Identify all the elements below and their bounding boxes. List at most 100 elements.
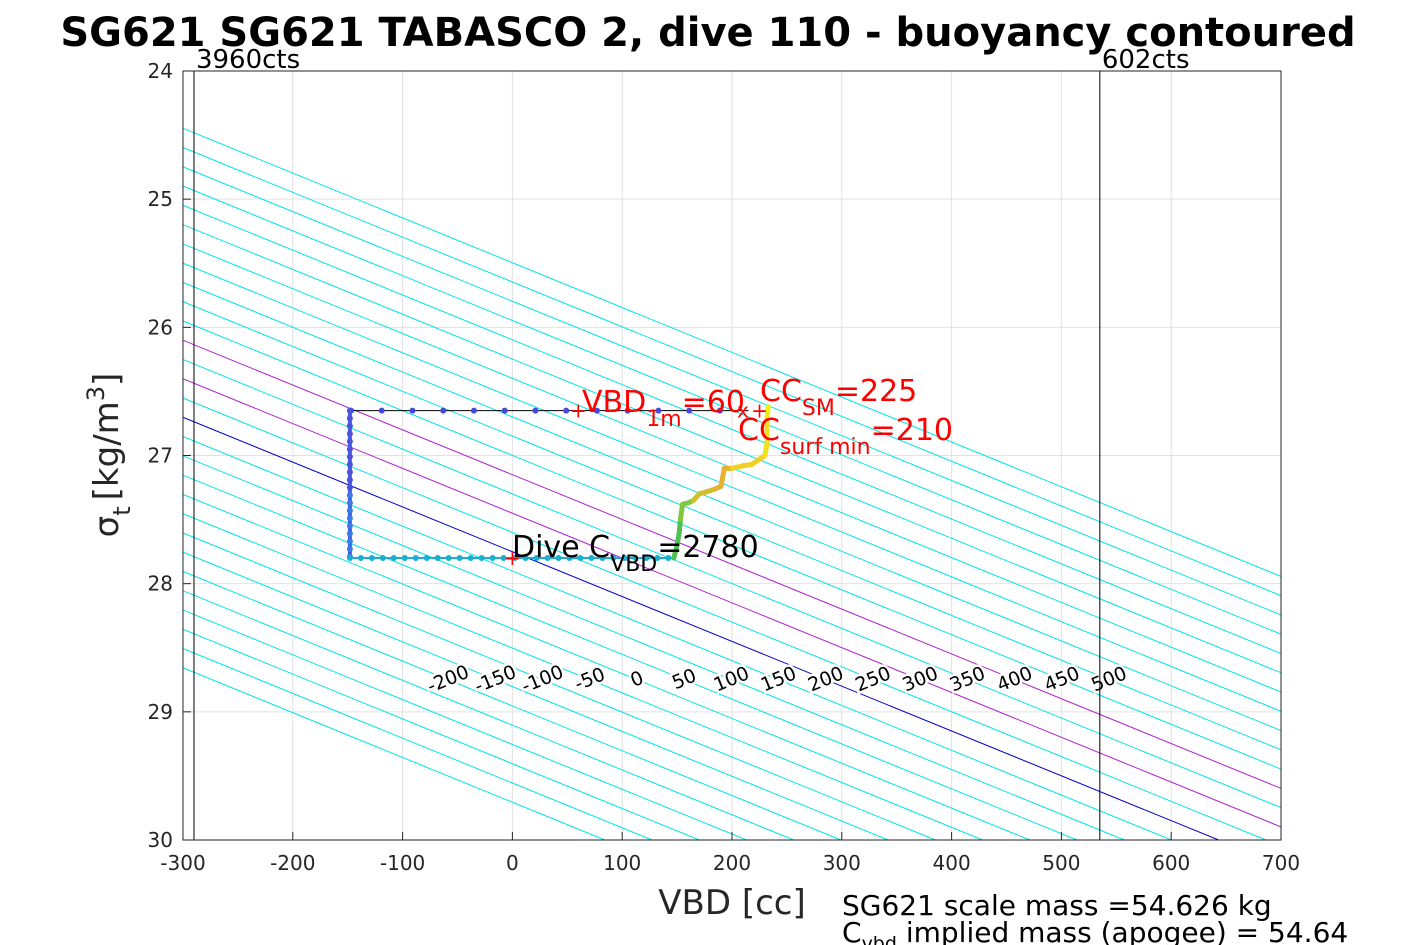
bottom-point (434, 555, 441, 562)
left-point (346, 507, 353, 514)
left-point (346, 476, 353, 483)
bottom-point (390, 555, 397, 562)
vbd-1m-marker: + (570, 399, 587, 423)
left-point (346, 407, 353, 414)
annotation-cc-surf-min: CCsurf min=210 (738, 413, 953, 460)
bottom-point (478, 555, 485, 562)
annotation-cc-sm-sub: SM (802, 396, 835, 421)
left-point (346, 546, 353, 553)
bottom-point (412, 555, 419, 562)
descent-point (470, 407, 477, 414)
bottom-point (401, 555, 408, 562)
contour-line (183, 358, 1281, 809)
annotation-cc-surf-min-value: =210 (871, 413, 953, 448)
contour-line (183, 570, 842, 840)
x-tick-label: 100 (603, 851, 641, 875)
x-tick-label: 600 (1152, 851, 1190, 875)
descent-point (716, 407, 723, 414)
bottom-point (489, 555, 496, 562)
bottom-point (654, 555, 661, 562)
contour-line (183, 320, 1281, 770)
bottom-point (423, 555, 430, 562)
ascent-segment (677, 501, 686, 523)
x-tick-label: 700 (1262, 851, 1300, 875)
left-point (346, 438, 353, 445)
contour-line (183, 281, 1281, 732)
footer-implied-mass-sub: vbd (862, 933, 897, 945)
contour-line (183, 301, 1281, 751)
y-axis-label: σt [kg/m3] (82, 373, 136, 538)
descent-point (624, 407, 631, 414)
vbd-limit-label: 3960cts (196, 45, 300, 75)
cc-surf-marker: x (737, 399, 749, 423)
left-point (346, 515, 353, 522)
bottom-point (610, 555, 617, 562)
contour-line (183, 551, 889, 840)
left-point (346, 469, 353, 476)
descent-point (409, 407, 416, 414)
x-axis-label: VBD [cc] (658, 883, 806, 923)
contour-line (183, 378, 1281, 828)
footer-implied-mass-tail: implied mass (apogee) = 54.64 (897, 916, 1348, 945)
chart-title: SG621 SG621 TABASCO 2, dive 110 - buoyan… (60, 10, 1355, 56)
contour-line (183, 667, 606, 840)
bottom-point (621, 555, 628, 562)
contour-line (183, 532, 936, 840)
left-point (346, 423, 353, 430)
annotation-cc-surf-min-sub: surf min (780, 435, 871, 460)
annotation-vbd-1m-value: =60 (682, 385, 745, 420)
bottom-point (599, 555, 606, 562)
bottom-point (379, 555, 386, 562)
contour-line (183, 609, 747, 840)
left-point (346, 453, 353, 460)
bottom-point (577, 555, 584, 562)
contour-line (183, 166, 1281, 616)
bottom-point (643, 555, 650, 562)
bottom-point (533, 555, 540, 562)
annotation-vbd-1m-sub: 1m (646, 407, 681, 432)
left-point (346, 538, 353, 545)
contour-line (183, 147, 1281, 597)
ascent-segment (764, 404, 771, 420)
y-tick-label: 24 (148, 59, 173, 83)
left-point (346, 499, 353, 506)
contour-line (183, 628, 700, 840)
x-tick-label: -200 (270, 851, 315, 875)
bottom-point (346, 555, 353, 562)
x-tick-label: 300 (823, 851, 861, 875)
annotation-dive-cvbd-sub: VBD (610, 552, 657, 577)
contour-line (183, 590, 794, 840)
annotation-vbd-1m: VBD1m=60 (582, 385, 745, 432)
contour-line (183, 416, 1219, 840)
contour-line (183, 648, 653, 840)
x-tick-label: 200 (713, 851, 751, 875)
x-tick-label: -100 (380, 851, 425, 875)
descent-point (532, 407, 539, 414)
y-axis-label-close: ] (87, 373, 127, 386)
y-axis-label-main: σ (87, 516, 127, 538)
y-tick-label: 27 (148, 444, 173, 468)
bottom-point (456, 555, 463, 562)
contour-line (183, 474, 1078, 840)
bottom-point (357, 555, 364, 562)
dive-trajectory: ++ +x (346, 399, 771, 570)
descent-point (655, 407, 662, 414)
contour-line (183, 127, 1281, 577)
descent-point (686, 407, 693, 414)
bottom-point (511, 555, 518, 562)
left-point (346, 530, 353, 537)
bottom-point (588, 555, 595, 562)
bottom-point (665, 555, 672, 562)
bottom-point (544, 555, 551, 562)
annotation-cc-sm: CCSM=225 (760, 374, 917, 421)
x-tick-label: 400 (933, 851, 971, 875)
left-point (346, 522, 353, 529)
y-tick-label: 29 (148, 700, 173, 724)
y-axis-label-unit: [kg/m (87, 401, 127, 500)
ascent-segment (718, 465, 727, 489)
axes: -300 -200 -100 0 100 200 300 400 500 600 700 24 25 26… (148, 59, 1301, 875)
bottom-point (566, 555, 573, 562)
descent-point (378, 407, 385, 414)
